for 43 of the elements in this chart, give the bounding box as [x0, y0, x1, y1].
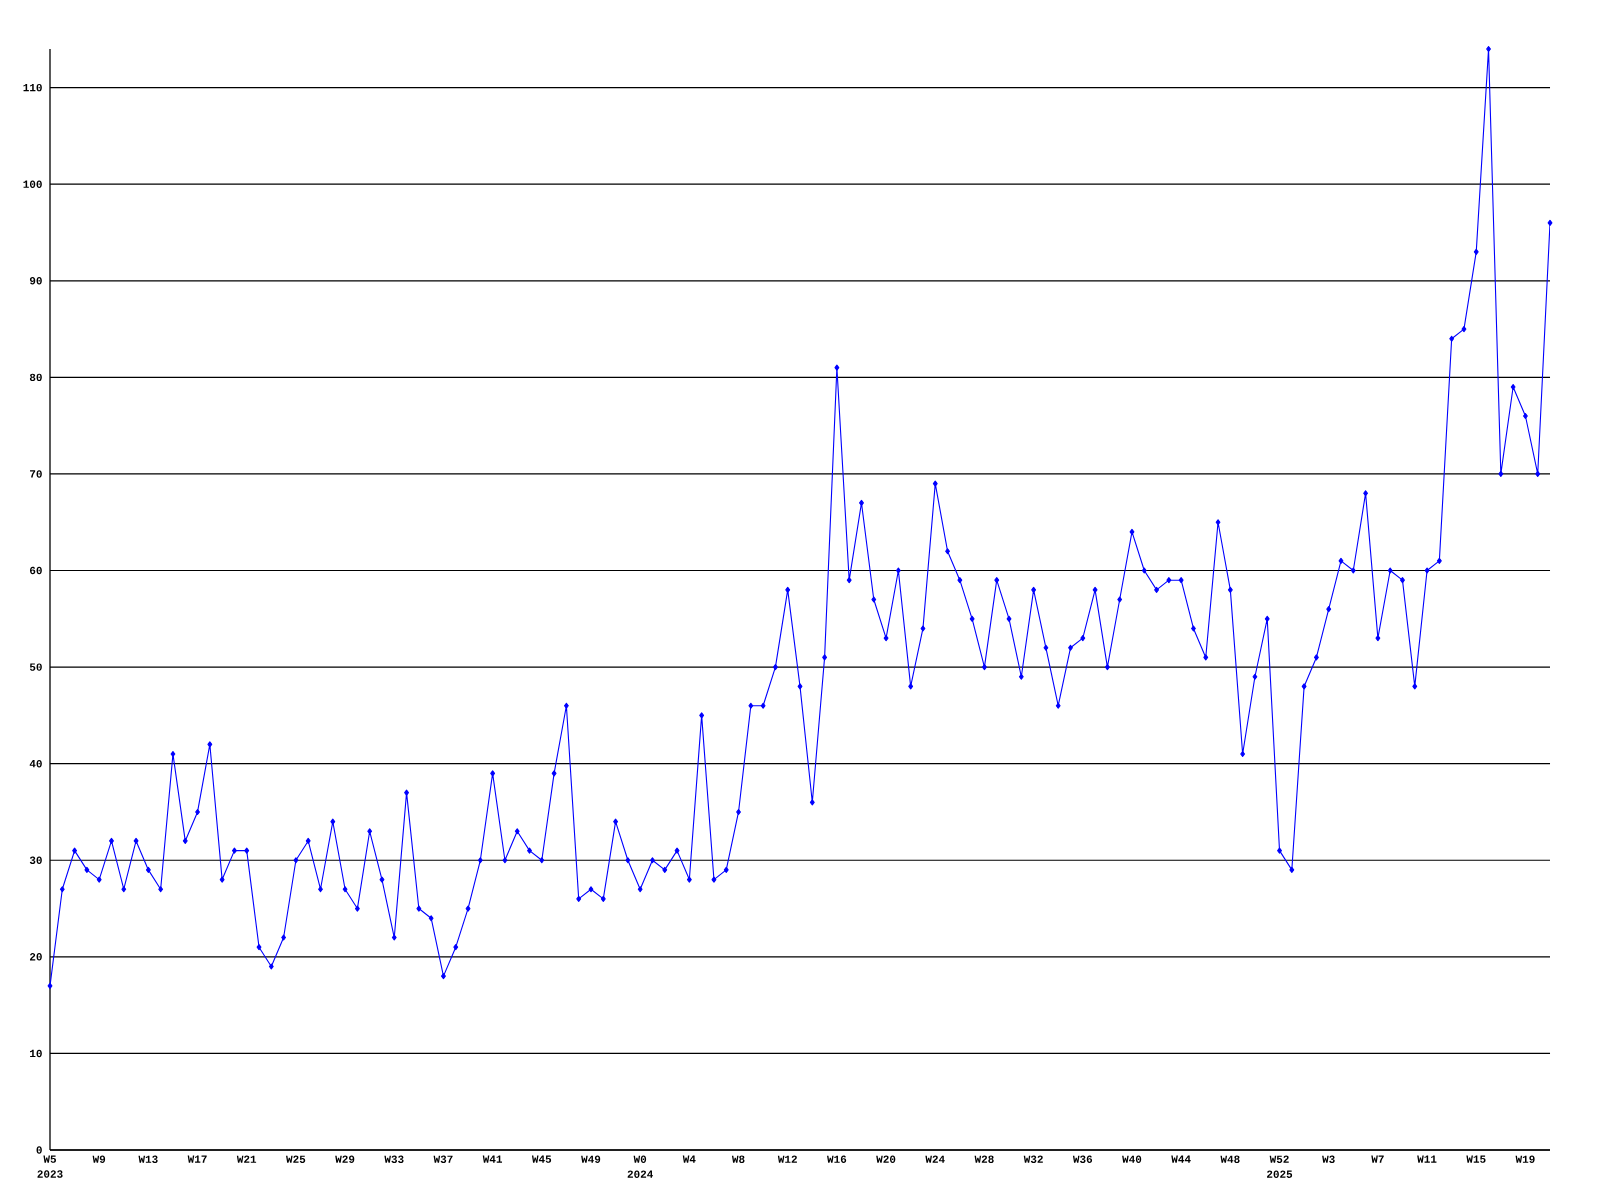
x-tick-label: W4 [682, 1155, 696, 1163]
x-tick-label: W21 [236, 1155, 257, 1163]
x-tick-label: W8 [731, 1155, 745, 1163]
x-tick-label: W33 [384, 1155, 404, 1163]
x-tick-label: W7 [1371, 1155, 1384, 1163]
x-tick-label: W15 [1466, 1155, 1486, 1163]
x-tick-label: W41 [482, 1155, 503, 1163]
x-tick-label: W17 [187, 1155, 207, 1163]
x-tick-label: W36 [1072, 1155, 1093, 1163]
x-tick-label: W11 [1417, 1155, 1437, 1163]
y-tick-label: 60 [30, 566, 42, 575]
y-tick-label: 20 [29, 953, 42, 961]
x-tick-label: W3 [1322, 1155, 1335, 1163]
y-tick-label: 40 [29, 759, 42, 768]
x-tick-label: W12 [777, 1155, 797, 1163]
x-tick-label: W0 2024 [627, 1155, 653, 1178]
x-tick-label: W40 [1122, 1155, 1142, 1163]
x-tick-label: W19 [1515, 1155, 1535, 1163]
y-tick-label: 80 [29, 373, 42, 382]
y-tick-label: 10 [30, 1049, 42, 1058]
x-tick-label: W28 [974, 1155, 994, 1163]
y-tick-label: 110 [23, 83, 42, 92]
y-tick-label: 30 [29, 856, 42, 864]
x-tick-label: W48 [1220, 1155, 1240, 1163]
x-tick-label: W52 2025 [1267, 1155, 1293, 1178]
x-tick-label: W44 [1171, 1155, 1191, 1163]
x-tick-label: W37 [433, 1155, 453, 1163]
x-tick-label: W5 2023 [37, 1155, 63, 1178]
x-tick-label: W13 [138, 1155, 158, 1163]
x-tick-label: W29 [335, 1155, 355, 1163]
y-tick-label: 50 [29, 663, 42, 671]
x-tick-label: W16 [827, 1155, 847, 1163]
x-tick-label: W32 [1023, 1155, 1043, 1163]
x-tick-label: W24 [925, 1155, 945, 1163]
x-tick-label: W9 [92, 1155, 106, 1163]
y-tick-label: 70 [30, 470, 42, 478]
y-tick-label: 100 [23, 180, 42, 188]
x-tick-label: W49 [581, 1155, 601, 1163]
y-tick-label: 0 [36, 1146, 42, 1154]
x-tick-label: W20 [876, 1155, 896, 1163]
y-tick-label: 90 [29, 277, 42, 285]
x-tick-label: W45 [531, 1155, 552, 1163]
x-tick-label: W25 [286, 1155, 306, 1163]
